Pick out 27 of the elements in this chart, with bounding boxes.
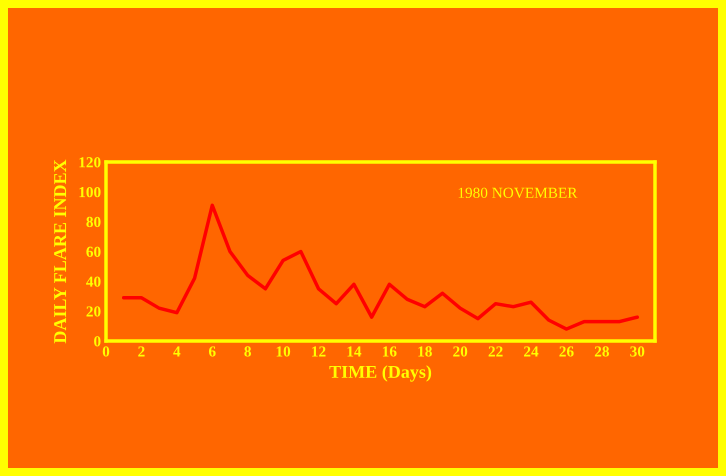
x-axis-title: TIME (Days) <box>329 365 432 382</box>
x-tick-label: 18 <box>418 346 432 357</box>
line-series <box>122 204 640 331</box>
x-tick-label: 12 <box>312 346 326 356</box>
x-tick-label: 10 <box>276 346 290 357</box>
x-tick-label: 14 <box>348 346 362 356</box>
y-tick-label: 40 <box>86 276 101 287</box>
y-axis-title: DAILY FLARE INDEX <box>54 160 66 344</box>
y-tick-label: 80 <box>86 216 101 228</box>
x-tick-label: 28 <box>594 346 610 357</box>
x-tick-label: 2 <box>138 346 145 356</box>
y-tick-label: 20 <box>86 306 101 317</box>
x-tick-label: 4 <box>173 346 180 356</box>
x-tick-label: 22 <box>488 346 503 356</box>
x-tick-label: 30 <box>630 346 644 357</box>
x-tick-label: 8 <box>244 346 251 357</box>
y-tick-label: 100 <box>79 186 101 198</box>
x-tick-label: 24 <box>524 346 538 356</box>
y-tick-label: 120 <box>79 157 101 168</box>
x-tick-label: 6 <box>208 346 216 357</box>
y-tick-label: 0 <box>94 336 101 346</box>
y-tick-label: 60 <box>86 246 101 257</box>
x-tick-label: 20 <box>453 346 468 357</box>
x-tick-label: 16 <box>382 346 397 357</box>
x-tick-label: 26 <box>559 346 574 357</box>
x-tick-label: 0 <box>102 346 110 357</box>
annotation: 1980 NOVEMBER <box>458 188 578 198</box>
